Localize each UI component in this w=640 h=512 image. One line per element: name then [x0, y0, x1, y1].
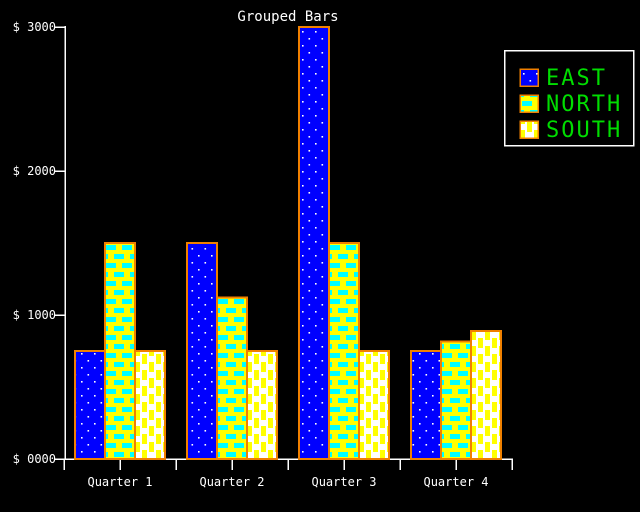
legend-item-south: SOUTH — [519, 118, 622, 143]
x-axis-label-quarter-4: Quarter 4 — [423, 475, 488, 489]
bar-south-quarter-1 — [134, 350, 166, 460]
bar-north-quarter-4 — [440, 340, 472, 461]
x-axis-label-quarter-3: Quarter 3 — [311, 475, 376, 489]
legend-swatch-east-pattern-icon — [519, 68, 539, 87]
bar-groups — [74, 26, 502, 461]
bar-east-quarter-3 — [298, 26, 330, 460]
y-axis-label-3000: $ 3000 — [13, 20, 56, 34]
bar-north-quarter-2 — [216, 296, 248, 461]
bar-north-quarter-3 — [328, 242, 360, 460]
bar-east-quarter-4 — [410, 350, 442, 460]
y-axis-label-1000: $ 1000 — [13, 308, 56, 322]
legend-swatch-north-pattern-icon — [519, 94, 539, 113]
chart-title: Grouped Bars — [237, 9, 338, 25]
legend-item-north: NORTH — [519, 92, 622, 117]
bar-north-quarter-1 — [104, 242, 136, 460]
bar-east-quarter-2 — [186, 242, 218, 460]
legend-label-north: NORTH — [546, 92, 622, 117]
legend-item-east: EAST — [519, 66, 607, 91]
legend-swatch-south-pattern-icon — [519, 120, 539, 139]
legend-label-south: SOUTH — [546, 118, 622, 143]
axis-ticks — [55, 26, 513, 470]
bar-east-quarter-1 — [74, 350, 106, 460]
x-axis-label-quarter-2: Quarter 2 — [199, 475, 264, 489]
y-axis-label-0000: $ 0000 — [13, 452, 56, 466]
legend: EAST NORTH SOUTH — [503, 49, 635, 147]
legend-label-east: EAST — [546, 66, 607, 91]
bar-south-quarter-2 — [246, 350, 278, 460]
bar-south-quarter-3 — [358, 350, 390, 460]
bar-south-quarter-4 — [470, 329, 502, 460]
y-axis-label-2000: $ 2000 — [13, 164, 56, 178]
legend-box — [503, 49, 635, 147]
x-axis-label-quarter-1: Quarter 1 — [87, 475, 152, 489]
